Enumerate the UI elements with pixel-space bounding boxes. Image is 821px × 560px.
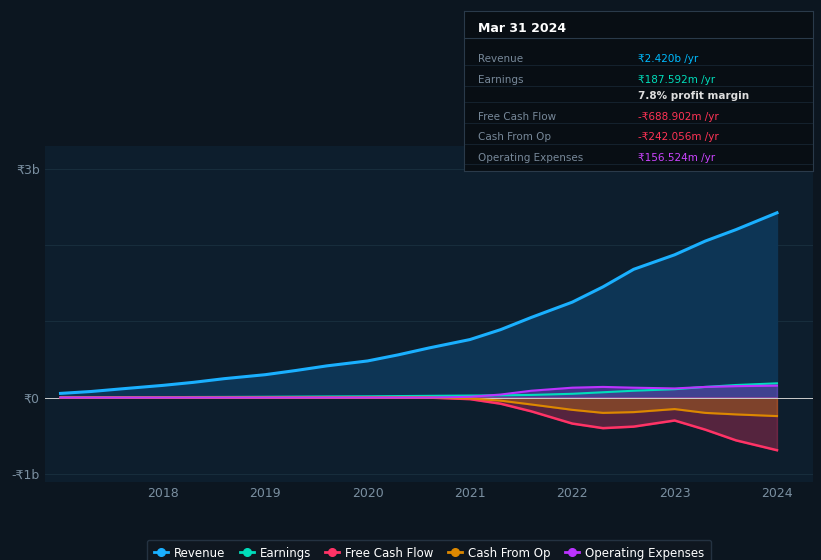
Text: Operating Expenses: Operating Expenses	[478, 153, 583, 164]
Text: 7.8% profit margin: 7.8% profit margin	[639, 91, 750, 101]
Text: -₹242.056m /yr: -₹242.056m /yr	[639, 133, 719, 142]
Text: ₹187.592m /yr: ₹187.592m /yr	[639, 75, 715, 85]
Text: ₹2.420b /yr: ₹2.420b /yr	[639, 54, 699, 64]
Text: Free Cash Flow: Free Cash Flow	[478, 112, 556, 122]
Text: Cash From Op: Cash From Op	[478, 133, 551, 142]
Legend: Revenue, Earnings, Free Cash Flow, Cash From Op, Operating Expenses: Revenue, Earnings, Free Cash Flow, Cash …	[147, 540, 711, 560]
Text: Mar 31 2024: Mar 31 2024	[478, 22, 566, 35]
Text: Earnings: Earnings	[478, 75, 523, 85]
Text: -₹688.902m /yr: -₹688.902m /yr	[639, 112, 719, 122]
Text: ₹156.524m /yr: ₹156.524m /yr	[639, 153, 715, 164]
Text: Revenue: Revenue	[478, 54, 523, 64]
